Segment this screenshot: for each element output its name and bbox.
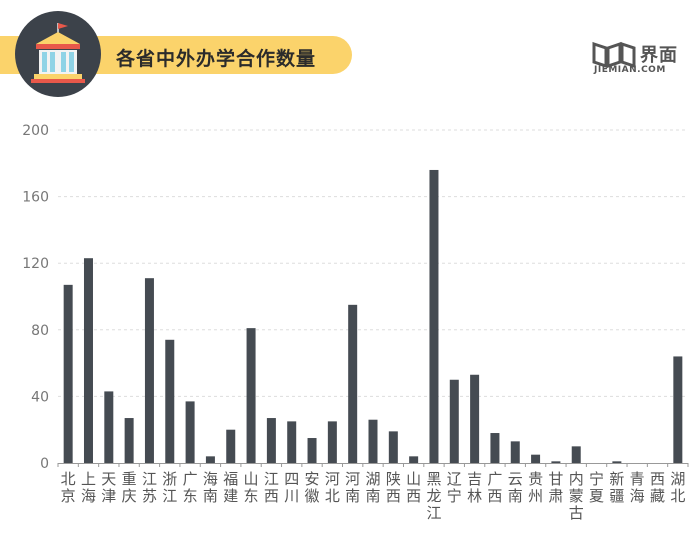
bar [571,446,581,463]
jiemian-logo [592,41,636,69]
y-tick-label: 200 [22,123,49,139]
bar [266,418,276,463]
bar [104,391,114,463]
bar [287,421,297,463]
bar [531,454,541,463]
x-tick-label: 四川 [284,470,299,505]
logo-text-cn: 界面 [640,45,678,66]
school-building-icon [31,23,85,83]
x-tick-label: 山东 [244,470,259,505]
bar [612,461,622,463]
x-tick-label: 云南 [508,470,523,505]
bar [470,374,480,463]
x-tick-label: 内蒙古 [569,470,584,522]
x-tick-label: 河南 [345,470,360,505]
bar [449,379,459,463]
bar [551,461,561,463]
x-tick-label: 贵州 [528,470,543,505]
bar [83,258,93,463]
bar [673,356,683,463]
page-title: 各省中外办学合作数量 [116,48,317,70]
x-tick-label: 江苏 [142,470,157,505]
bar [327,421,337,463]
bar [490,433,500,463]
x-tick-label: 湖北 [670,470,685,505]
x-tick-label: 广东 [183,470,198,505]
x-tick-label: 湖南 [365,470,380,505]
y-tick-label: 0 [40,456,49,472]
bar [246,328,256,463]
bar [144,278,154,463]
bar [510,441,520,463]
logo-mark-icon [592,41,636,69]
bar [226,429,236,463]
bar [429,169,439,463]
bar [63,284,73,463]
x-tick-label: 新疆 [609,470,624,505]
x-tick-label: 陕西 [386,470,401,505]
y-tick-label: 160 [22,190,49,206]
x-tick-label: 吉林 [467,470,482,505]
bar [307,438,317,463]
x-tick-label: 江西 [264,470,279,505]
x-tick-label: 甘肃 [548,470,563,505]
bar [388,431,398,463]
y-tick-label: 40 [31,389,49,405]
x-tick-label: 西藏 [650,470,665,505]
x-tick-label: 安徽 [305,470,320,505]
x-tick-label: 重庆 [122,470,137,505]
bar [124,418,134,463]
x-tick-label: 浙江 [162,470,177,505]
y-tick-label: 120 [22,256,49,272]
x-tick-label: 北京 [61,470,76,505]
y-tick-label: 80 [31,323,49,339]
x-tick-label: 上海 [81,470,96,505]
x-tick-label: 海南 [203,470,218,505]
bar [368,419,378,463]
logo-text-en: JIEMIAN.COM [594,65,666,75]
x-tick-label: 宁夏 [589,470,604,505]
x-tick-label: 天津 [101,470,116,505]
bar [348,304,358,463]
header-badge [15,11,101,97]
bar [165,339,175,463]
x-tick-label: 福建 [223,470,238,505]
x-tick-label: 青海 [630,470,645,505]
bar [185,401,195,463]
x-tick-label: 辽宁 [447,470,462,505]
x-tick-label: 山西 [406,470,421,505]
x-tick-label: 河北 [325,470,340,505]
bar [409,456,419,463]
x-tick-label: 广西 [487,470,502,505]
bar [205,456,215,463]
x-tick-label: 黑龙江 [426,470,441,522]
